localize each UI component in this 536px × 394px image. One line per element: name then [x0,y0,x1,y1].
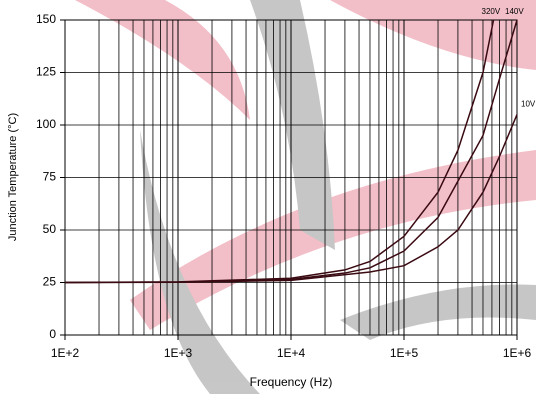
x-axis-label: Frequency (Hz) [250,375,333,389]
y-axis-label: Junction Temperature (°C) [7,113,19,241]
y-tick-label: 150 [36,12,56,26]
y-tick-label: 0 [49,327,56,341]
y-tick-label: 25 [43,275,57,289]
series-label: 320V [482,7,501,16]
watermark-shape [140,130,260,394]
x-tick-label: 1E+2 [51,346,80,360]
x-tick-label: 1E+4 [277,346,306,360]
y-tick-label: 100 [36,117,56,131]
watermark-shape [330,0,536,70]
y-tick-label: 50 [43,222,57,236]
series-label: 140V [505,7,524,16]
series-label: 10V [521,100,536,109]
x-tick-label: 1E+5 [390,346,419,360]
x-tick-label: 1E+3 [164,346,193,360]
y-tick-label: 75 [43,170,57,184]
y-tick-label: 125 [36,65,56,79]
series-line [64,114,518,284]
x-tick-label: 1E+6 [503,346,532,360]
plot-frame [64,19,518,336]
watermark-shape [75,0,250,120]
